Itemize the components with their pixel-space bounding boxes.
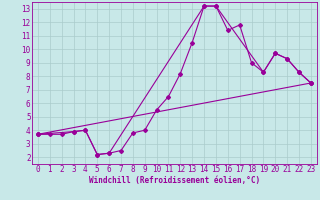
X-axis label: Windchill (Refroidissement éolien,°C): Windchill (Refroidissement éolien,°C) [89, 176, 260, 185]
